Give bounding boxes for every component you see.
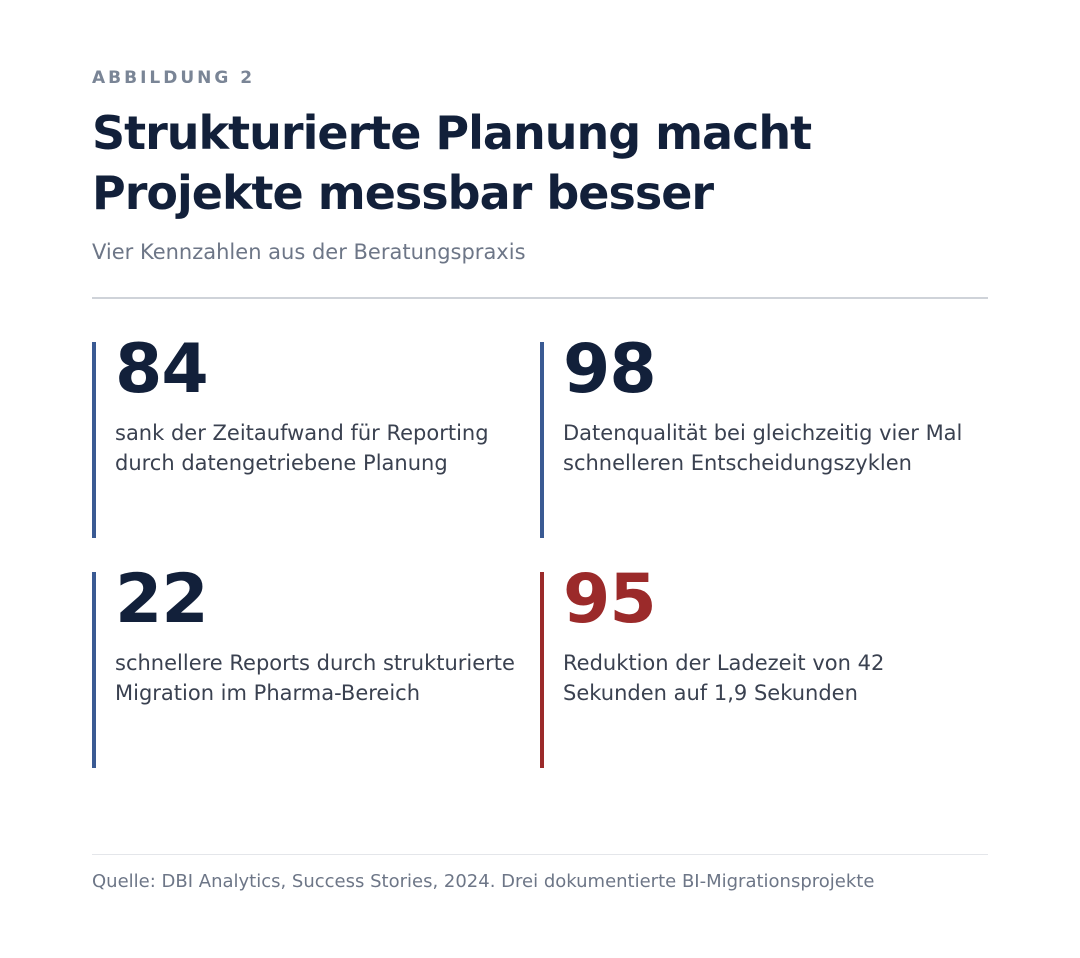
stat-card-4: 95 Reduktion der Ladezeit von 42 Sekunde… xyxy=(540,560,964,768)
figure-title-line-1: Strukturierte Planung macht xyxy=(92,106,812,160)
header-divider xyxy=(92,297,988,299)
figure-subtitle: Vier Kennzahlen aus der Beratungspraxis xyxy=(92,240,526,264)
stat-card-2: 98 Datenqualität bei gleichzeitig vier M… xyxy=(540,330,964,538)
figure-eyebrow: ABBILDUNG 2 xyxy=(92,68,256,88)
figure-title-line-2: Projekte messbar besser xyxy=(92,166,714,220)
stat-value: 84 xyxy=(115,330,209,409)
stat-card-3: 22 schnellere Reports durch strukturiert… xyxy=(92,560,516,768)
footer-divider xyxy=(92,854,988,855)
stat-card-1: 84 sank der Zeitaufwand für Reporting du… xyxy=(92,330,516,538)
source-note: Quelle: DBI Analytics, Success Stories, … xyxy=(92,871,875,892)
stat-description: schnellere Reports durch strukturierte M… xyxy=(115,651,515,705)
stat-value: 95 xyxy=(563,560,657,639)
figure-title: Strukturierte Planung macht Projekte mes… xyxy=(92,103,988,223)
stat-description: sank der Zeitaufwand für Reporting durch… xyxy=(115,421,489,475)
stat-description: Reduktion der Ladezeit von 42 Sekunden a… xyxy=(563,651,885,705)
stat-value: 98 xyxy=(563,330,657,409)
stat-description: Datenqualität bei gleichzeitig vier Mal … xyxy=(563,421,963,475)
stat-value: 22 xyxy=(115,560,209,639)
